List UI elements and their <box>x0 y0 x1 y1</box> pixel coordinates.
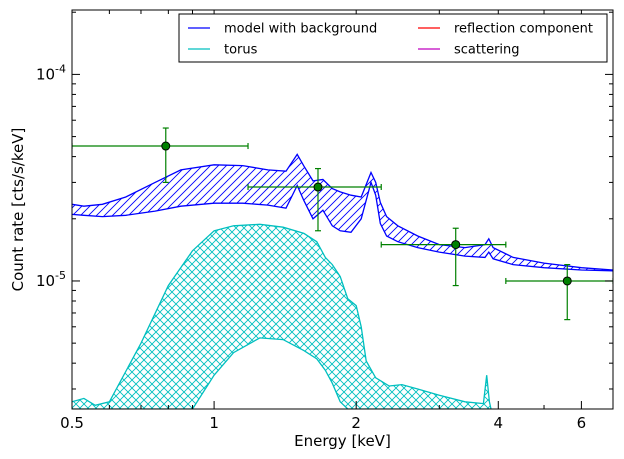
plot-area: 0.5 1 2 4 6 10-5 10-4 <box>36 9 614 432</box>
data-marker <box>161 141 171 151</box>
legend-item-2: torus <box>188 43 258 58</box>
legend-label: reflection component <box>454 22 593 37</box>
data-marker <box>313 182 323 192</box>
y-axis-label: Count rate [cts/s/keV] <box>9 128 27 292</box>
data-point-4 <box>505 264 613 321</box>
band-upper-line <box>72 153 613 271</box>
legend-item-1: model with background <box>188 22 377 37</box>
legend-item-4: scattering <box>418 43 520 58</box>
band-fill <box>72 154 613 271</box>
legend: model with background torus reflection com… <box>178 13 608 63</box>
y-tick-label: 10-5 <box>36 269 66 290</box>
band-lower-line <box>72 180 613 272</box>
x-axis-label: Energy [keV] <box>294 432 391 450</box>
legend-label: scattering <box>454 43 520 58</box>
band-fill <box>72 224 491 409</box>
series-torus <box>72 223 492 409</box>
data-point-3 <box>380 227 507 287</box>
series-layer <box>72 153 613 409</box>
data-marker <box>562 276 572 286</box>
data-point-1 <box>72 127 249 184</box>
y-tick-label: 10-4 <box>36 62 66 83</box>
data-marker <box>451 240 461 250</box>
data-point-2 <box>247 167 382 232</box>
ticks-layer: 0.5 1 2 4 6 10-5 10-4 <box>36 10 613 432</box>
legend-box <box>178 13 608 63</box>
legend-label: model with background <box>224 22 377 37</box>
legend-item-3: reflection component <box>418 22 593 37</box>
plot-frame <box>71 9 614 410</box>
data-points-layer <box>72 127 613 321</box>
legend-label: torus <box>224 43 258 58</box>
x-tick-label: 2 <box>351 414 361 432</box>
band-lower-line <box>72 337 491 409</box>
series-model-with-background <box>72 153 613 272</box>
band-upper-line <box>72 223 492 409</box>
x-tick-label: 0.5 <box>60 414 84 432</box>
x-tick-label: 6 <box>577 414 587 432</box>
x-tick-label: 1 <box>209 414 219 432</box>
x-tick-label: 4 <box>494 414 504 432</box>
